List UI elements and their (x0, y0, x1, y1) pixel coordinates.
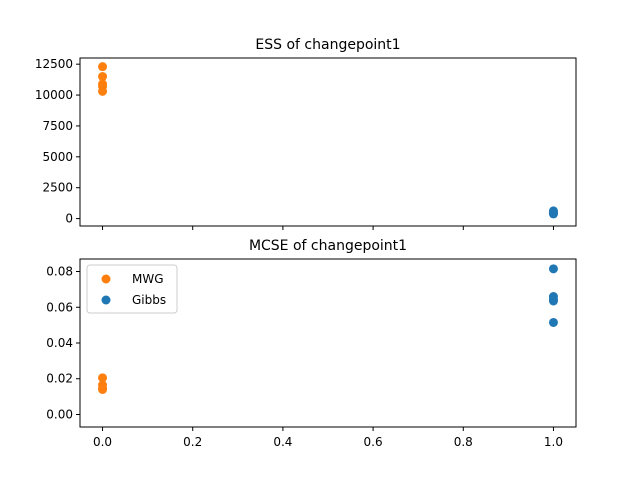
mcse-point-gibbs (548, 296, 558, 306)
mcse-x-tick-label: 0.0 (93, 435, 112, 449)
mcse-subplot: MCSE of changepoint1 0.00 0.02 0.04 0.06 0.0… (46, 238, 577, 449)
legend-label-gibbs: Gibbs (132, 293, 166, 307)
legend: MWG Gibbs (86, 264, 178, 314)
mcse-point-mwg (98, 384, 108, 394)
ess-points (98, 62, 558, 219)
mcse-point-gibbs (548, 317, 558, 327)
mcse-x-tick-label: 0.2 (183, 435, 202, 449)
mcse-point-gibbs (548, 264, 558, 274)
mcse-axes-frame (79, 258, 577, 428)
ess-y-tick-label: 0 (65, 212, 73, 226)
mcse-y-tick-label: 0.08 (46, 265, 73, 279)
ess-axes-frame (79, 57, 577, 227)
ess-y-tick-label: 5000 (42, 150, 73, 164)
ess-point-mwg (98, 72, 108, 82)
mcse-x-tick-label: 0.8 (454, 435, 473, 449)
ess-y-tick-label: 12500 (35, 57, 73, 71)
legend-marker-gibbs (101, 295, 111, 305)
ess-y-tick-label: 2500 (42, 181, 73, 195)
mcse-y-tick-label: 0.04 (46, 336, 73, 350)
mcse-x-tick-label: 1.0 (544, 435, 563, 449)
mcse-x-tick-label: 0.4 (273, 435, 292, 449)
mcse-point-mwg (98, 373, 108, 383)
ess-point-mwg (98, 62, 108, 72)
ess-chart-title: ESS of changepoint1 (255, 37, 400, 53)
legend-label-mwg: MWG (132, 272, 164, 286)
ess-point-gibbs (548, 209, 558, 219)
legend-marker-mwg (101, 274, 111, 284)
mcse-y-tick-label: 0.06 (46, 300, 73, 314)
mcse-points (98, 264, 558, 394)
mcse-y-tick-label: 0.02 (46, 372, 73, 386)
ess-point-mwg (98, 86, 108, 96)
mcse-y-tick-label: 0.00 (46, 407, 73, 421)
ess-y-tick-label: 10000 (35, 88, 73, 102)
ess-y-tick-label: 7500 (42, 119, 73, 133)
mcse-chart-title: MCSE of changepoint1 (249, 238, 407, 254)
mcse-x-tick-label: 0.6 (364, 435, 383, 449)
ess-subplot: ESS of changepoint1 0 2500 5000 7500 10000 12… (35, 37, 577, 230)
